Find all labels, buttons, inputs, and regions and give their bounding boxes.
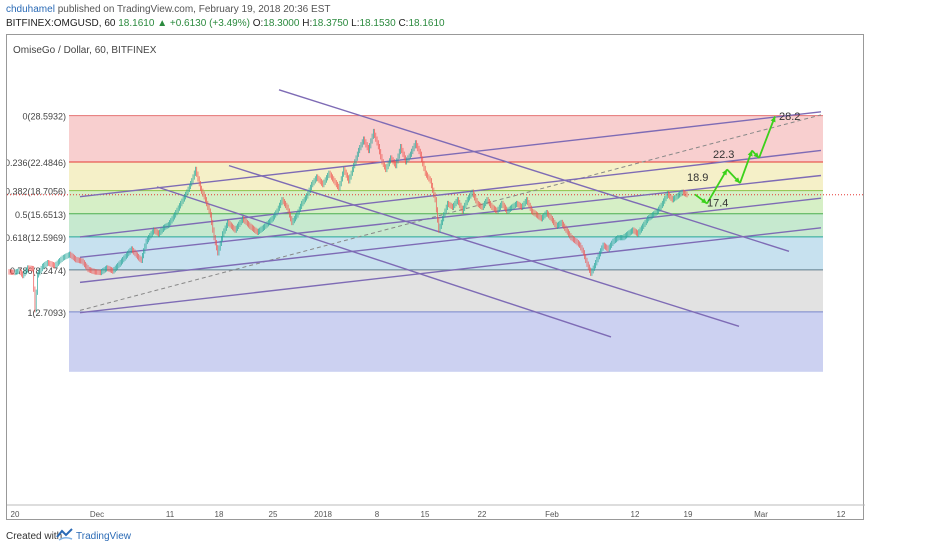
arrow-head-icon (722, 169, 727, 176)
x-tick-label: 8 (375, 510, 380, 519)
fib-band (69, 236, 823, 270)
target-annotation: 28.2 (779, 111, 800, 123)
axes: 35.000032.500030.000027.500025.000022.50… (7, 504, 865, 519)
fib-level-label: 0(28.5932) (22, 112, 66, 122)
trend-line[interactable] (79, 111, 822, 198)
fib-level-label: 0.618(12.5969) (7, 233, 66, 243)
arrow-head-icon (734, 177, 740, 184)
trend-line[interactable] (278, 89, 790, 252)
fib-level-label: 1(2.7093) (27, 308, 66, 318)
high-value: 18.3750 (312, 18, 349, 29)
chart-header: chduhamel published on TradingView.com, … (0, 0, 932, 32)
x-tick-label: 20 (11, 510, 20, 519)
fib-band (69, 311, 823, 372)
tradingview-brand[interactable]: TradingView (76, 531, 132, 542)
created-with-text: Created with (6, 531, 63, 542)
trend-line[interactable] (79, 149, 822, 238)
x-tick-label: 11 (166, 510, 175, 519)
x-tick-label: Mar (754, 510, 768, 519)
arrow-head-icon (770, 116, 776, 123)
trend-line[interactable] (79, 227, 822, 314)
trend-line[interactable] (156, 186, 612, 338)
ohlc-bar: BITFINEX:OMGUSD, 60 18.1610 ▲ +0.6130 (+… (6, 18, 445, 29)
projection-arrow (758, 116, 776, 159)
x-tick-label: 2018 (314, 510, 332, 519)
chart-text: OmiseGo / Dollar, 60, BITFINEX 18.9 17.4 2… (13, 45, 800, 210)
trend-lines[interactable] (79, 89, 822, 338)
projection-line[interactable] (79, 114, 822, 311)
up-triangle-icon: ▲ (157, 18, 168, 29)
publish-info: chduhamel published on TradingView.com, … (6, 4, 330, 15)
arrow-head-icon (701, 198, 707, 204)
fib-level-label: 0.786(8.2474) (10, 266, 66, 276)
x-tick-label: 25 (269, 510, 278, 519)
close-label: C: (398, 18, 409, 29)
target-annotation: 17.4 (707, 198, 728, 210)
fib-bands (69, 115, 823, 372)
high-label: H: (302, 18, 313, 29)
open-value: 18.3000 (263, 18, 300, 29)
arrow-head-icon (753, 152, 759, 159)
projection-arrow (706, 168, 728, 204)
x-tick-label: 15 (421, 510, 430, 519)
price-change: +0.6130 (+3.49%) (169, 18, 250, 29)
price-chart[interactable]: 0(28.5932) 0.236(22.4846) 0.382(18.7056) 0.… (7, 35, 865, 521)
fib-level-label: 0.236(22.4846) (7, 158, 66, 168)
x-tick-label: 12 (837, 510, 846, 519)
trend-line[interactable] (79, 174, 822, 259)
fib-level-label: 0.5(15.6513) (15, 210, 66, 220)
symbol-label: BITFINEX:OMGUSD, 60 (6, 18, 116, 29)
open-label: O: (252, 18, 264, 29)
tradingview-logo-icon (56, 527, 74, 546)
low-label: L: (351, 18, 360, 29)
x-tick-label: 12 (631, 510, 640, 519)
projection-arrows (694, 116, 776, 205)
target-annotation: 22.3 (713, 149, 734, 161)
fib-band (69, 161, 823, 191)
x-tick-label: Dec (90, 510, 104, 519)
footer: Created with TradingView (0, 522, 932, 550)
close-value: 18.1610 (408, 18, 445, 29)
low-value: 18.1530 (359, 18, 396, 29)
target-annotation: 18.9 (687, 172, 708, 184)
arrow-head-icon (747, 150, 753, 157)
x-tick-label: 18 (215, 510, 224, 519)
chart-title: OmiseGo / Dollar, 60, BITFINEX (13, 45, 157, 56)
publish-text: published on TradingView.com, February 1… (57, 4, 331, 15)
trend-line[interactable] (79, 197, 822, 284)
fib-level-label: 0.382(18.7056) (7, 187, 66, 197)
x-tick-label: Feb (545, 510, 559, 519)
fib-band (69, 269, 823, 312)
trend-line[interactable] (228, 164, 740, 328)
last-price: 18.1610 (118, 18, 155, 29)
price-series (8, 128, 688, 313)
x-tick-label: 22 (478, 510, 487, 519)
x-tick-label: 19 (684, 510, 693, 519)
chart-frame[interactable]: 0(28.5932) 0.236(22.4846) 0.382(18.7056) 0.… (6, 34, 865, 521)
projection-arrow (739, 150, 753, 184)
author-name[interactable]: chduhamel (6, 4, 55, 15)
